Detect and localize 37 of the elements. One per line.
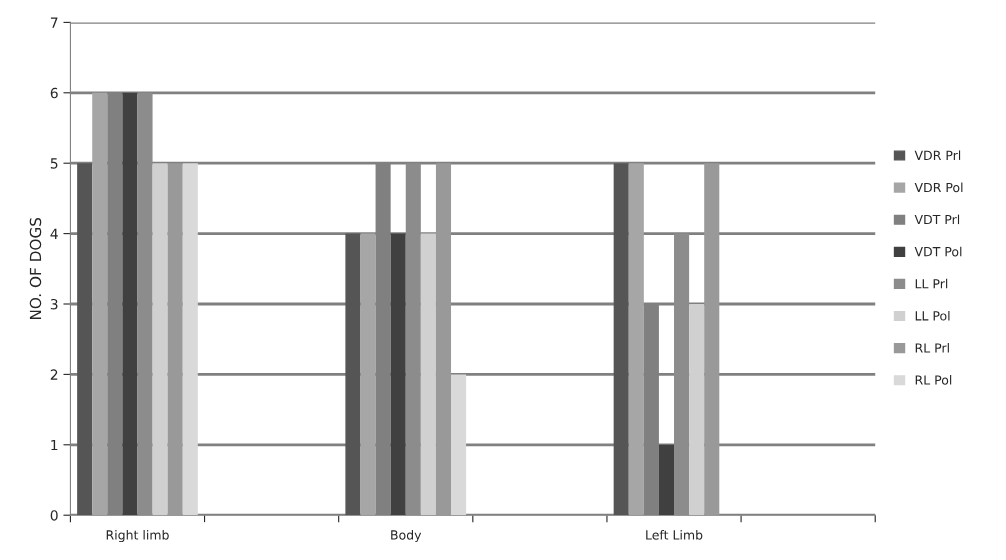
bar (420, 233, 436, 516)
x-tick-label: Body (391, 529, 422, 543)
y-tick-label: 1 (51, 439, 58, 451)
legend-label: LL Prl (915, 278, 948, 289)
y-tick-label: 4 (50, 228, 58, 239)
bar (167, 163, 183, 516)
bar (704, 163, 720, 516)
bar (613, 163, 629, 516)
bar (435, 163, 452, 516)
legend-label: VDR Pol (914, 182, 963, 193)
bar (390, 233, 406, 516)
bar (77, 163, 93, 516)
y-tick-label: 2 (50, 369, 58, 380)
y-tick-label: 0 (50, 510, 58, 521)
bar (689, 304, 705, 516)
x-tick-label: Left Limb (646, 529, 703, 540)
legend-label: RL Prl (915, 343, 949, 353)
bar (92, 92, 108, 516)
y-tick-label: 3 (50, 298, 58, 310)
bar (122, 92, 138, 516)
legend-label: RL Pol (915, 375, 952, 385)
legend-label: VDR Prl (914, 150, 961, 160)
y-axis-title: NO. OF DOGS (29, 217, 42, 320)
bar (182, 163, 198, 516)
bar (152, 163, 168, 516)
y-tick-label: 5 (50, 158, 58, 169)
bar (658, 444, 675, 516)
legend-label: LL Pol (915, 310, 950, 321)
y-tick-label: 6 (50, 87, 58, 99)
x-tick-label: Right limb (106, 529, 169, 543)
bar (628, 163, 644, 516)
legend-label: VDT Pol (914, 246, 962, 257)
y-tick-label: 7 (50, 17, 58, 28)
bar (360, 233, 376, 516)
bar (345, 233, 361, 516)
bar (451, 374, 467, 516)
legend-label: VDT Prl (914, 214, 960, 225)
